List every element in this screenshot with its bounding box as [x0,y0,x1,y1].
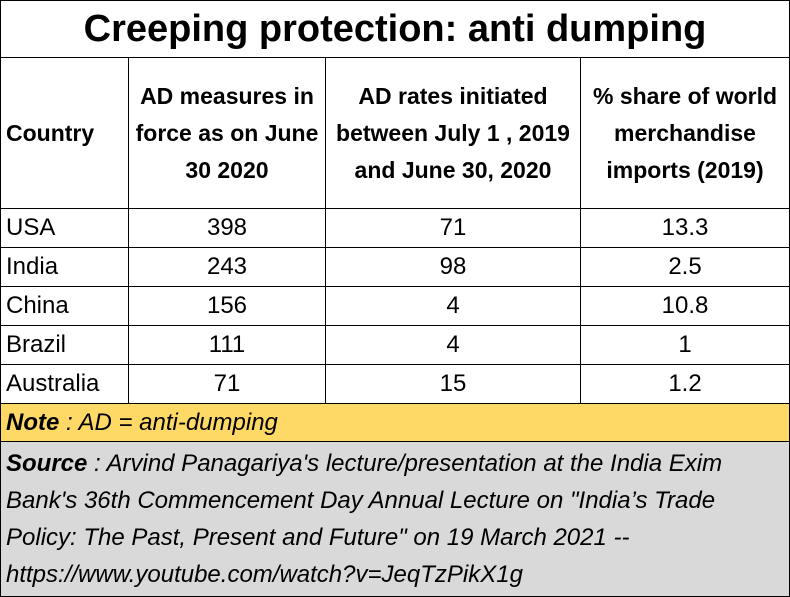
cell-ad-rates: 15 [325,364,581,404]
source-label: Source [6,450,88,477]
cell-country: China [0,286,129,326]
cell-share: 13.3 [579,208,790,248]
cell-ad-rates: 71 [325,208,581,248]
table-row: Brazil 111 4 1 [0,325,790,365]
table-title: Creeping protection: anti dumping [0,0,790,58]
table-row: USA 398 71 13.3 [0,208,790,248]
header-ad-measures: AD measures in force as on June 30 2020 [128,57,326,209]
cell-country: USA [0,208,129,248]
cell-ad-rates: 4 [325,286,581,326]
cell-ad-measures: 398 [128,208,326,248]
table-row: China 156 4 10.8 [0,286,790,326]
cell-ad-measures: 156 [128,286,326,326]
cell-country: India [0,247,129,287]
cell-country: Brazil [0,325,129,365]
table-row: India 243 98 2.5 [0,247,790,287]
header-country: Country [0,57,129,209]
note-text: : AD = anti-dumping [59,408,278,436]
header-share-imports: % share of world merchandise imports (20… [579,57,790,209]
cell-ad-rates: 4 [325,325,581,365]
note-row: Note : AD = anti-dumping [0,403,790,442]
cell-country: Australia [0,364,129,404]
cell-share: 10.8 [579,286,790,326]
cell-share: 1.2 [579,364,790,404]
header-ad-rates: AD rates initiated between July 1 , 2019… [325,57,581,209]
cell-share: 1 [579,325,790,365]
table-row: Australia 71 15 1.2 [0,364,790,404]
cell-ad-measures: 71 [128,364,326,404]
cell-share: 2.5 [579,247,790,287]
source-row: Source : Arvind Panagariya's lecture/pre… [0,441,790,597]
cell-ad-measures: 243 [128,247,326,287]
cell-ad-measures: 111 [128,325,326,365]
note-label: Note [6,408,60,436]
source-text: : Arvind Panagariya's lecture/presentati… [6,450,723,588]
cell-ad-rates: 98 [325,247,581,287]
